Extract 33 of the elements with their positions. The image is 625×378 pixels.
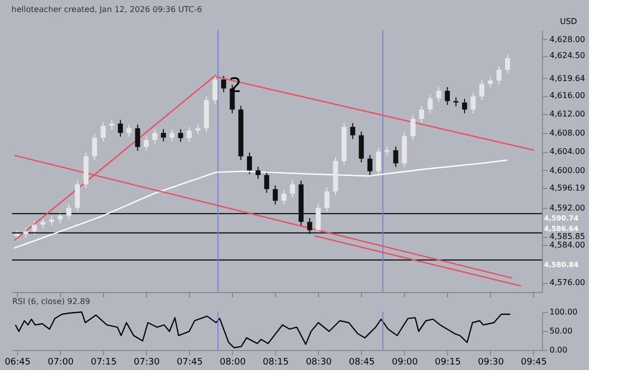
y-tick-label: 4,596.19 [550, 184, 586, 193]
x-tick-label: 09:15 [434, 358, 461, 368]
y-tick-label: 4,616.00 [550, 91, 586, 100]
x-tick-label: 07:30 [134, 358, 160, 368]
chart-title: helloteacher created, Jan 12, 2026 09:36 UTC-6 [12, 5, 202, 14]
text: USD [560, 17, 578, 26]
y-tick-label: 4,608.00 [550, 128, 586, 138]
y-tick-label: 4,592.00 [550, 203, 586, 212]
x-tick-label: 08:00 [220, 358, 246, 368]
y-tick-label: 0.00 [550, 346, 568, 354]
y-tick-label: 4,612.00 [550, 110, 586, 119]
y-tick-label: 4,584.00 [550, 240, 586, 250]
x-tick-label: 08:15 [262, 358, 289, 368]
y-tick-label: 4,604.00 [550, 147, 586, 156]
y-tick-label: 4,585.85 [550, 232, 586, 242]
annotation: 2 [229, 72, 242, 97]
x-tick-label: 09:30 [478, 358, 504, 368]
y-tick-label: 4,576.00 [550, 278, 586, 288]
x-tick-label: 07:15 [90, 358, 117, 368]
x-tick-label: 07:45 [176, 358, 203, 368]
x-tick-label: 09:00 [392, 358, 418, 368]
x-tick-label: 06:45 [4, 358, 31, 368]
y-tick-label: 50.00 [550, 326, 572, 336]
y-tick-label: 4,624.50 [550, 51, 586, 60]
x-tick-label: 08:30 [306, 358, 332, 368]
chart-title: RSI (6, close) 92.89 [12, 297, 90, 306]
x-tick-label: 09:45 [520, 358, 547, 368]
y-tick-label: 100.00 [550, 308, 578, 316]
x-tick-label: 07:00 [48, 358, 74, 368]
y-tick-label: 4,619.64 [550, 74, 586, 83]
x-tick-label: 08:45 [348, 358, 375, 368]
y-tick-label: 4,628.00 [550, 34, 586, 44]
y-tick-label: 4,600.00 [550, 166, 586, 175]
